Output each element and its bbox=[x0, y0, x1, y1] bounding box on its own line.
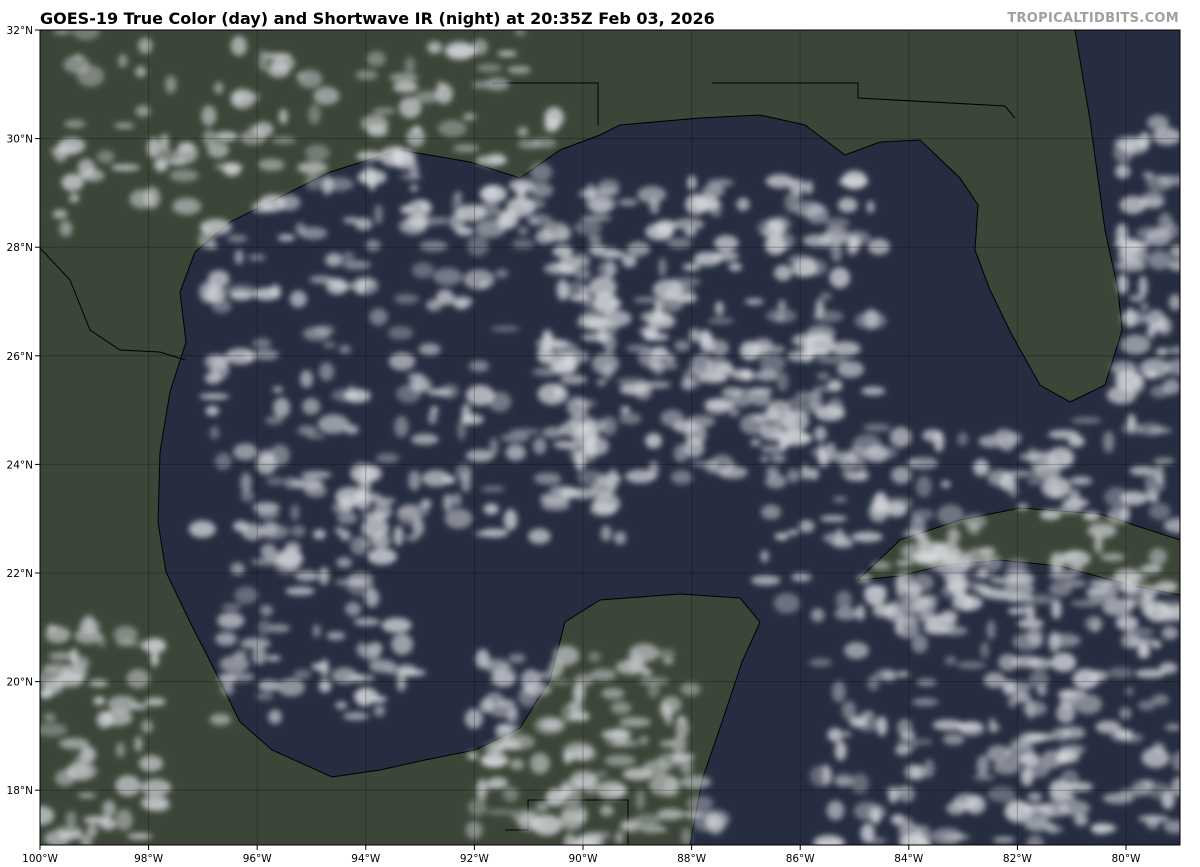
us-mexico-border bbox=[40, 247, 186, 361]
map-frame bbox=[39, 29, 1181, 846]
lon-tick-label: 96°W bbox=[243, 853, 273, 865]
state-border bbox=[712, 82, 1016, 119]
lon-tick-label: 94°W bbox=[351, 853, 381, 865]
lat-tick-label: 18°N bbox=[7, 785, 33, 797]
lon-tick-label: 82°W bbox=[1003, 853, 1033, 865]
graticule bbox=[40, 30, 1180, 845]
lon-tick-label: 80°W bbox=[1112, 853, 1142, 865]
lon-tick-label: 100°W bbox=[22, 853, 58, 865]
cloud-layer bbox=[40, 30, 1180, 845]
lat-tick-label: 30°N bbox=[7, 134, 33, 146]
lat-tick-label: 32°N bbox=[7, 25, 33, 37]
map-title: GOES-19 True Color (day) and Shortwave I… bbox=[40, 9, 715, 28]
lon-tick-label: 98°W bbox=[134, 853, 164, 865]
lat-tick-label: 20°N bbox=[7, 677, 33, 689]
state-border bbox=[492, 82, 599, 125]
lat-tick-label: 22°N bbox=[7, 568, 33, 580]
lat-tick-label: 26°N bbox=[7, 351, 33, 363]
watermark: TROPICALTIDBITS.COM bbox=[1007, 11, 1179, 26]
lon-tick-label: 88°W bbox=[677, 853, 707, 865]
guatemala-border bbox=[505, 799, 629, 845]
lat-tick-label: 28°N bbox=[7, 242, 33, 254]
lon-tick-label: 92°W bbox=[460, 853, 490, 865]
lon-tick-label: 90°W bbox=[569, 853, 599, 865]
lon-tick-label: 84°W bbox=[894, 853, 924, 865]
lat-tick-label: 24°N bbox=[7, 459, 33, 471]
lon-tick-label: 86°W bbox=[786, 853, 816, 865]
axis-ticks: 100°W 98°W 96°W 94°W 92°W 90°W 88°W 86°W 84°W 82°… bbox=[7, 25, 1142, 865]
